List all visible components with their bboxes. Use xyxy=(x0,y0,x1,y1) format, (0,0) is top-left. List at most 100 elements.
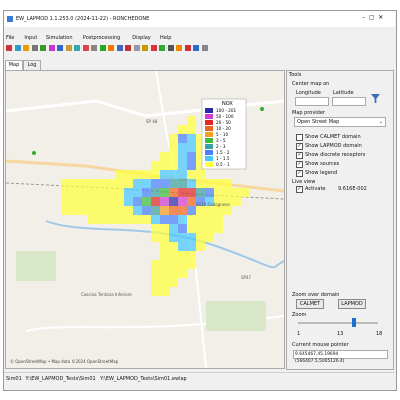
concentration-cell xyxy=(214,179,223,188)
checkbox[interactable]: ✓ xyxy=(296,161,303,168)
toolbar-button[interactable] xyxy=(48,45,55,51)
toolbar-button[interactable] xyxy=(193,45,199,51)
toolbar-button[interactable] xyxy=(176,45,182,51)
menu-item[interactable]: Display xyxy=(132,35,151,41)
zoom-value: 13 xyxy=(337,331,344,337)
tab[interactable]: Log xyxy=(23,60,41,70)
menu-item[interactable]: Input xyxy=(24,35,38,41)
concentration-cell xyxy=(160,260,169,269)
concentration-cell xyxy=(124,179,133,188)
concentration-cell xyxy=(151,179,160,188)
concentration-cell xyxy=(205,224,214,233)
legend-label: 5 - 10 xyxy=(216,132,229,137)
concentration-cell xyxy=(160,152,169,161)
toolbar-button[interactable] xyxy=(23,45,29,51)
concentration-cell xyxy=(187,215,196,224)
menu-item[interactable]: File xyxy=(6,35,15,41)
toolbar-button[interactable] xyxy=(167,45,174,51)
concentration-cell xyxy=(187,188,196,197)
concentration-cell xyxy=(169,152,178,161)
concentration-cell xyxy=(115,188,124,197)
toolbar-button[interactable] xyxy=(74,45,80,51)
toolbar-button[interactable] xyxy=(108,45,114,51)
checkbox[interactable]: ✓ xyxy=(296,143,303,150)
concentration-cell xyxy=(133,188,142,197)
longitude-input[interactable] xyxy=(295,97,329,106)
toolbar-button[interactable] xyxy=(6,45,12,51)
concentration-cell xyxy=(196,161,205,170)
toolbar-button[interactable] xyxy=(150,45,157,51)
toolbar-button[interactable] xyxy=(125,45,131,51)
menu-item[interactable]: Help xyxy=(160,35,172,41)
concentration-cell xyxy=(151,260,160,269)
concentration-cell xyxy=(160,242,169,251)
toolbar-button[interactable] xyxy=(82,45,89,51)
legend-label: 1 - 1.5 xyxy=(216,156,230,161)
checkbox-label: Show CALMET domain xyxy=(305,134,361,140)
concentration-cell xyxy=(178,197,187,206)
legend-title: NOX xyxy=(222,101,233,107)
concentration-cell xyxy=(124,206,133,215)
latitude-input[interactable] xyxy=(332,97,366,106)
concentration-cell xyxy=(205,233,214,242)
map-attribution: © OpenStreetMap • Map data ©2024 OpenStr… xyxy=(10,359,119,364)
zoom-thumb[interactable] xyxy=(352,318,357,327)
concentration-cell xyxy=(178,251,187,260)
tab[interactable]: Map xyxy=(5,60,23,70)
legend-label: 0.5 - 1 xyxy=(216,162,230,167)
concentration-cell xyxy=(61,188,70,197)
toolbar-button[interactable] xyxy=(159,45,165,51)
menu-item[interactable]: Simulation xyxy=(45,35,73,41)
menu-item[interactable]: Postprocessing xyxy=(82,35,121,41)
checkbox[interactable]: ✓ xyxy=(296,152,303,159)
concentration-cell xyxy=(196,134,205,143)
map-provider-select[interactable]: Open Street Map ⌄ xyxy=(294,117,386,127)
checkbox-label: Show LAPMOD domain xyxy=(305,143,362,149)
calmet-button[interactable]: CALMET xyxy=(296,299,324,309)
filter-button[interactable] xyxy=(371,94,380,103)
mouse-pointer-field: 9.645467,45.19694 (566407.5,5005126.4) xyxy=(293,350,388,364)
concentration-cell xyxy=(178,260,187,269)
live-value: 9.616E-002 xyxy=(338,186,367,192)
lapmod-button[interactable]: LAPMOD xyxy=(338,299,366,309)
concentration-cell xyxy=(151,278,160,287)
concentration-cell xyxy=(169,143,178,152)
concentration-cell xyxy=(169,224,178,233)
toolbar-button[interactable] xyxy=(57,45,63,51)
window-controls[interactable]: – ▢ ✕ xyxy=(362,14,384,21)
map-view[interactable]: SP 48 SS10 Codognese Cascina Tentana Inf… xyxy=(5,70,285,369)
concentration-cell xyxy=(205,179,214,188)
toolbar-button[interactable] xyxy=(201,45,208,51)
concentration-cell xyxy=(160,188,169,197)
zoom-track xyxy=(298,322,378,324)
concentration-cell xyxy=(142,206,151,215)
toolbar-button[interactable] xyxy=(133,45,140,51)
toolbar-button[interactable] xyxy=(65,45,72,51)
toolbar-button[interactable] xyxy=(184,45,191,51)
group-label: Live view xyxy=(292,179,316,185)
toolbar-button[interactable] xyxy=(142,45,148,51)
toolbar-button[interactable] xyxy=(99,45,106,51)
legend-label: 100 - 201 xyxy=(216,108,236,113)
concentration-cell xyxy=(169,161,178,170)
concentration-cell xyxy=(187,224,196,233)
concentration-cell xyxy=(187,179,196,188)
toolbar-button[interactable] xyxy=(91,45,97,51)
concentration-cell xyxy=(115,206,124,215)
toolbar-button[interactable] xyxy=(116,45,123,51)
toolbar-button[interactable] xyxy=(31,45,38,51)
toolbar-button[interactable] xyxy=(14,45,21,51)
toolbar-button[interactable] xyxy=(40,45,46,51)
concentration-cell xyxy=(160,251,169,260)
concentration-cell xyxy=(169,269,178,278)
concentration-cell xyxy=(133,179,142,188)
concentration-cell xyxy=(214,224,223,233)
concentration-cell xyxy=(187,134,196,143)
concentration-cell xyxy=(178,143,187,152)
checkbox[interactable]: ✓ xyxy=(296,170,303,177)
activate-checkbox[interactable]: ✓ xyxy=(296,186,303,193)
concentration-cell xyxy=(79,188,88,197)
checkbox[interactable] xyxy=(296,134,303,141)
concentration-cell xyxy=(178,215,187,224)
